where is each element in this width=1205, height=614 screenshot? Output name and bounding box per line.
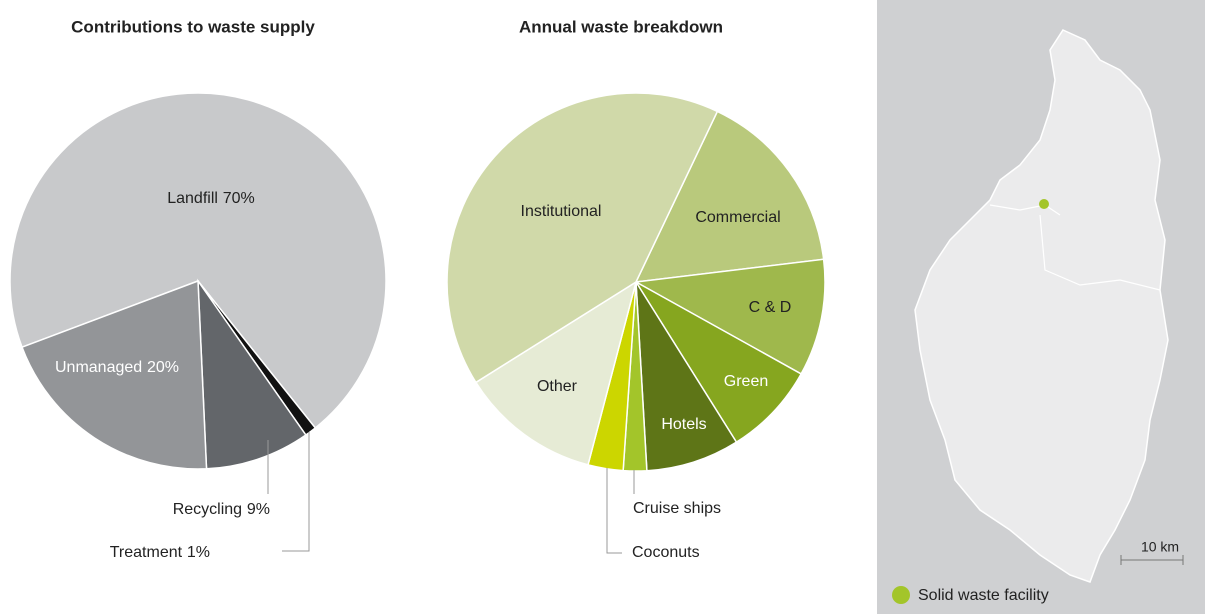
- leader-line: [282, 432, 310, 552]
- pie-slice: [9, 92, 387, 429]
- slice-label: C & D: [749, 299, 792, 316]
- slice-label: Cruise ships: [633, 500, 721, 517]
- pie-slice: [21, 279, 208, 470]
- slice-category: C & D: [749, 299, 792, 316]
- slice-category: Commercial: [695, 209, 780, 226]
- slice-label: Commercial: [695, 209, 780, 226]
- island: [914, 29, 1169, 583]
- legend-swatch: [892, 586, 910, 604]
- legend-label: Solid waste facility: [918, 587, 1049, 604]
- pie-slice: [474, 280, 638, 466]
- pie-slice: [635, 281, 738, 472]
- slice-label: Landfill 70%: [167, 190, 255, 207]
- slice-category: Hotels: [661, 416, 706, 433]
- slice-label: Hotels: [661, 416, 706, 433]
- slice-value: 1%: [187, 544, 210, 561]
- pie-slice: [633, 258, 826, 375]
- slice-label: Institutional: [521, 203, 602, 220]
- facility-marker: [1039, 199, 1049, 209]
- slice-label: Unmanaged 20%: [55, 359, 179, 376]
- slice-category: Unmanaged: [55, 359, 142, 376]
- slice-label: Coconuts: [632, 544, 700, 561]
- slice-category: Coconuts: [632, 544, 700, 561]
- slice-value: 9%: [247, 501, 270, 518]
- slice-category: Green: [724, 373, 768, 390]
- slice-label: Treatment 1%: [110, 544, 210, 561]
- pie-slice: [197, 278, 307, 470]
- slice-value: 70%: [223, 190, 255, 207]
- slice-label: Green: [724, 373, 768, 390]
- slice-category: Recycling: [173, 501, 242, 518]
- pie-slice: [635, 281, 803, 444]
- scale-bar: [1120, 555, 1184, 565]
- slice-label: Other: [537, 378, 578, 395]
- slice-category: Other: [537, 378, 578, 395]
- slice-category: Landfill: [167, 190, 218, 207]
- chart-title: Annual waste breakdown: [519, 17, 723, 36]
- slice-label: Recycling 9%: [173, 501, 270, 518]
- slice-category: Treatment: [110, 544, 183, 561]
- district-boundary: [989, 204, 1161, 291]
- pie-slice: [634, 110, 825, 283]
- chart-title: Contributions to waste supply: [71, 17, 315, 36]
- leader-line: [606, 468, 622, 554]
- pie-slice: [446, 92, 719, 384]
- scale-label: 10 km: [1141, 539, 1179, 555]
- slice-category: Cruise ships: [633, 500, 721, 517]
- slice-category: Institutional: [521, 203, 602, 220]
- slice-value: 20%: [147, 359, 179, 376]
